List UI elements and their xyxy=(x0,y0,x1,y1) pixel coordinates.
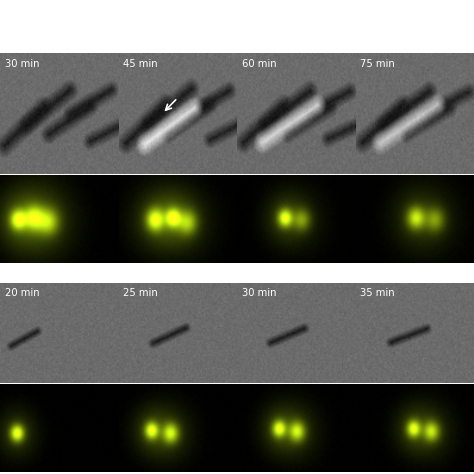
Text: 25 min: 25 min xyxy=(123,288,158,298)
Text: 35 min: 35 min xyxy=(360,288,395,298)
Text: 30 min: 30 min xyxy=(242,288,276,298)
Text: 45 min: 45 min xyxy=(123,59,158,69)
Text: 30 min: 30 min xyxy=(5,59,39,69)
Text: 60 min: 60 min xyxy=(242,59,276,69)
Text: 75 min: 75 min xyxy=(360,59,395,69)
Text: 20 min: 20 min xyxy=(5,288,39,298)
